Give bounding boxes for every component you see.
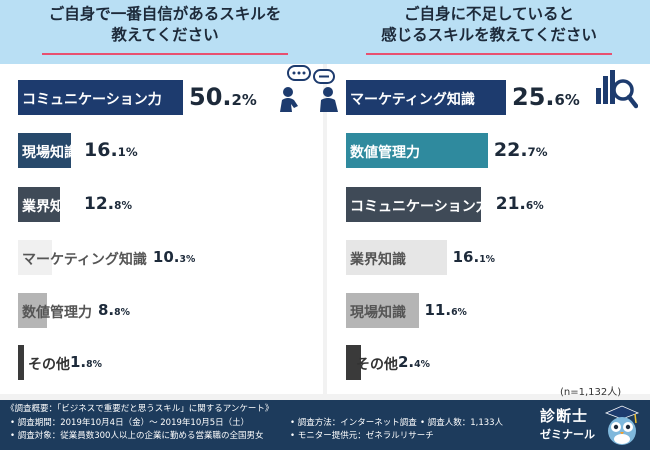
survey-count: • 調査人数：1,133人 <box>420 418 504 428</box>
left-bar-value-3: 12.8% <box>84 193 133 214</box>
left-chart-panel <box>0 64 323 394</box>
right-bar-label-6: その他 <box>356 357 398 373</box>
brand-logo-text: 診断士 <box>540 407 589 425</box>
survey-footer <box>0 400 650 450</box>
owl-mascot-icon <box>604 405 640 445</box>
right-chart-title: ご自身に不足していると 感じるスキルを教えてください <box>381 5 597 44</box>
people-talking-icon <box>280 65 338 112</box>
right-bar-1 <box>346 80 506 115</box>
survey-summary-title: 《調査概要：「ビジネスで重要だと思うスキル」に関するアンケート》 <box>6 404 274 414</box>
left-bar-label-3: 業界知識 <box>22 199 78 215</box>
right-bar-6 <box>346 345 361 380</box>
survey-target: • 調査対象：従業員数300人以上の企業に勤める営業職の全国男女 <box>10 431 264 441</box>
left-bar-value-1: 50.2% <box>189 82 257 111</box>
left-bar-6 <box>18 345 24 380</box>
survey-period: • 調査期間：2019年10月4日（金）～ 2019年10月5日（土） <box>10 418 250 428</box>
right-bar-3 <box>346 187 481 222</box>
left-bar-value-4: 10.3% <box>152 248 196 267</box>
right-chart-panel <box>327 64 650 394</box>
survey-method: • 調査方法：インターネット調査 <box>290 418 417 428</box>
left-bar-label-5: 数値管理力 <box>22 305 92 321</box>
right-bar-label-3: コミュニケーション力 <box>350 199 490 215</box>
left-bar-5 <box>18 293 47 328</box>
left-bar-label-2: 現場知識 <box>22 145 78 161</box>
brand-logo-subtext: ゼミナール <box>540 428 595 441</box>
right-bar-5 <box>346 293 419 328</box>
right-bar-value-3: 21.6% <box>495 193 544 214</box>
right-bar-label-4: 業界知識 <box>350 252 406 268</box>
left-title-underline <box>42 53 288 55</box>
right-bar-value-5: 11.6% <box>424 301 467 320</box>
left-bar-value-6: 1.8% <box>70 353 102 372</box>
right-bar-value-2: 22.7% <box>493 138 548 161</box>
right-bar-label-1: マーケティング知識 <box>350 92 475 108</box>
left-bar-1 <box>18 80 183 115</box>
left-bar-3 <box>18 187 61 222</box>
left-bar-label-6: その他 <box>28 357 70 373</box>
right-bar-label-5: 現場知識 <box>350 305 406 321</box>
survey-provider: • モニター提供元：ゼネラルリサーチ <box>290 431 434 441</box>
sample-size-note: (n=1,132人) <box>560 387 622 398</box>
left-bar-value-2: 16.1% <box>84 138 138 161</box>
left-chart-title: ご自身で一番自信があるスキルを 教えてください <box>48 5 282 44</box>
left-bar-label-1: コミュニケーション力 <box>22 92 162 108</box>
right-bar-value-1: 25.6% <box>512 82 580 111</box>
left-bar-2 <box>18 133 71 168</box>
left-bar-value-5: 8.8% <box>98 301 130 320</box>
right-bar-4 <box>346 240 447 275</box>
right-title-underline <box>366 53 612 55</box>
analytics-magnifier-icon <box>596 70 638 109</box>
right-bar-value-4: 16.1% <box>452 248 495 267</box>
right-bar-label-2: 数値管理力 <box>350 145 420 161</box>
left-bar-label-4: マーケティング知識 <box>22 252 147 268</box>
right-bar-2 <box>346 133 488 168</box>
left-bar-4 <box>18 240 52 275</box>
right-bar-value-6: 2.4% <box>398 353 430 372</box>
